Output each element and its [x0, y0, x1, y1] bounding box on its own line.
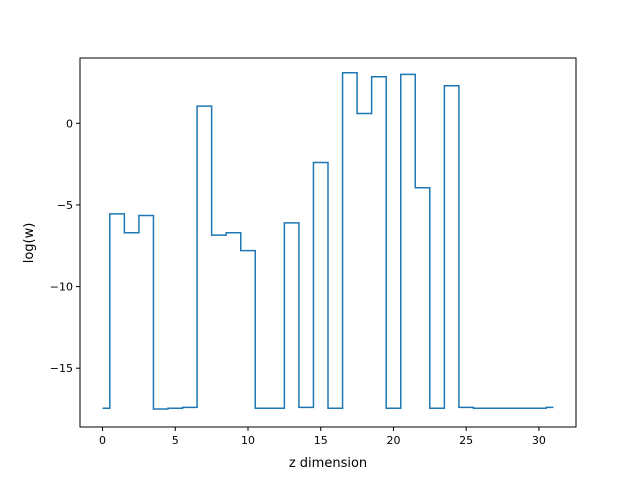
- x-tick-label: 10: [241, 434, 255, 447]
- plot-area: [102, 71, 554, 410]
- x-tick-label: 15: [314, 434, 328, 447]
- x-tick-label: 0: [99, 434, 106, 447]
- x-axis-ticks: 0 5 10 15 20 25 30: [99, 427, 546, 447]
- x-tick-label: 20: [386, 434, 400, 447]
- x-tick-label: 30: [532, 434, 546, 447]
- x-tick-label: 25: [459, 434, 473, 447]
- y-tick-label: −10: [50, 281, 73, 294]
- y-tick-label: −5: [57, 199, 73, 212]
- y-axis-ticks: −15 −10 −5 0: [50, 117, 80, 375]
- series-line-0: [102, 71, 554, 410]
- y-tick-label: −15: [50, 362, 73, 375]
- y-tick-label: 0: [66, 117, 73, 130]
- y-axis-label: log(w): [22, 223, 37, 264]
- x-tick-label: 5: [172, 434, 179, 447]
- axes-frame: [79, 57, 577, 428]
- x-axis-label: z dimension: [289, 456, 367, 471]
